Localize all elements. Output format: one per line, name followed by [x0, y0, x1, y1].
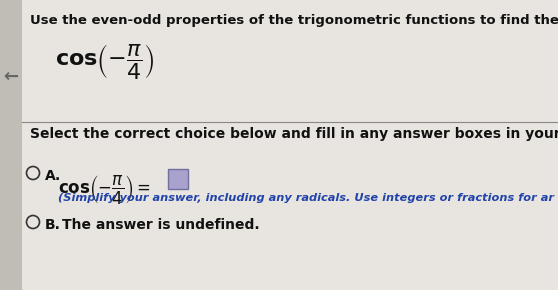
Text: Select the correct choice below and fill in any answer boxes in your choice.: Select the correct choice below and fill…: [30, 127, 558, 141]
Bar: [168, 169, 188, 189]
Text: $\mathbf{cos}\left(-\dfrac{\pi}{4}\right)$: $\mathbf{cos}\left(-\dfrac{\pi}{4}\right…: [55, 42, 154, 81]
Text: ←: ←: [3, 68, 18, 86]
Text: The answer is undefined.: The answer is undefined.: [62, 218, 259, 232]
Text: $\mathbf{cos}\left(-\dfrac{\pi}{4}\right)=$: $\mathbf{cos}\left(-\dfrac{\pi}{4}\right…: [58, 173, 151, 206]
Text: A.: A.: [45, 169, 61, 183]
Circle shape: [26, 166, 40, 180]
Circle shape: [26, 215, 40, 229]
Bar: [0, 0, 22, 290]
Text: (Simplify your answer, including any radicals. Use integers or fractions for ar: (Simplify your answer, including any rad…: [58, 193, 554, 203]
Text: Use the even-odd properties of the trigonometric functions to find the exact val: Use the even-odd properties of the trigo…: [30, 14, 558, 27]
Text: B.: B.: [45, 218, 61, 232]
